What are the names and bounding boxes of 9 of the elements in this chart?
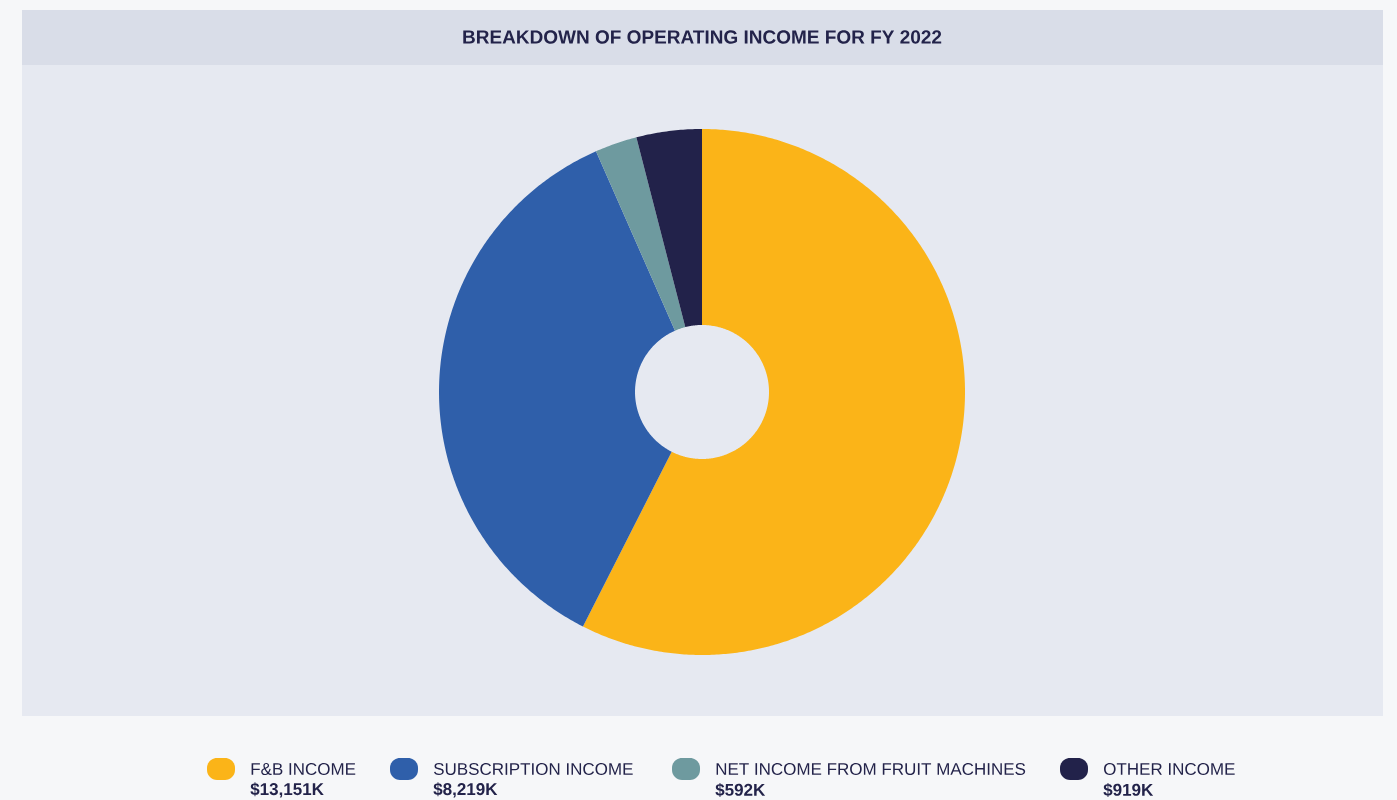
- chart-title: BREAKDOWN OF OPERATING INCOME FOR FY 2022: [463, 30, 942, 44]
- data-label: $592K: [715, 783, 766, 797]
- legend-label: F&B INCOME: [251, 762, 356, 776]
- data-label: $919K: [1103, 783, 1154, 797]
- data-label: $8,219K: [433, 782, 498, 798]
- data-label: $13,151K: [250, 782, 324, 798]
- legend-label: NET INCOME FROM FRUIT MACHINES: [716, 762, 1026, 776]
- legend-label: OTHER INCOME: [1104, 762, 1235, 776]
- legend-label: SUBSCRIPTION INCOME: [433, 762, 633, 776]
